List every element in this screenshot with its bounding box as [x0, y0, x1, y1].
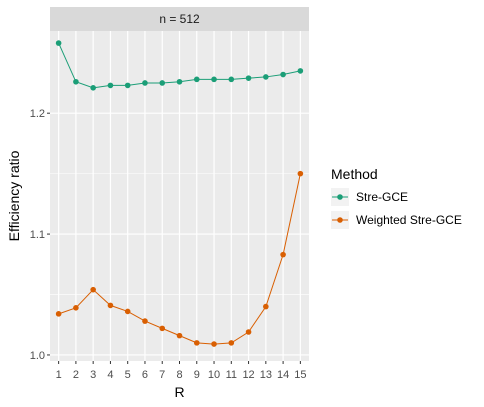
data-point-stre-gce [176, 78, 183, 85]
data-point-weighted-stre-gce [280, 251, 286, 258]
data-point-stre-gce [159, 80, 166, 86]
data-point-stre-gce [280, 71, 286, 78]
legend-label-stre-gce: Stre-GCE [356, 190, 408, 204]
y-tick-label: 1.2 [30, 108, 45, 120]
legend-title: Method [331, 166, 378, 182]
legend-key-point-weighted-stre-gce [337, 217, 343, 223]
y-tick-label: 1.0 [30, 350, 45, 362]
data-point-weighted-stre-gce [297, 170, 304, 177]
x-tick-label: 2 [73, 369, 79, 381]
x-tick-label: 12 [242, 369, 254, 381]
x-tick-label: 5 [125, 369, 131, 381]
data-point-stre-gce [263, 74, 269, 80]
data-point-weighted-stre-gce [193, 340, 200, 346]
data-point-stre-gce [124, 82, 131, 89]
x-tick-label: 9 [194, 369, 200, 381]
y-axis-title: Efficiency ratio [6, 150, 22, 241]
legend: Method Stre-GCE Weighted Stre-GCE [331, 166, 462, 229]
data-point-stre-gce [297, 68, 304, 74]
data-point-weighted-stre-gce [159, 325, 166, 332]
data-point-weighted-stre-gce [228, 340, 235, 346]
data-point-weighted-stre-gce [55, 311, 62, 317]
x-axis: 1 2 3 4 5 6 7 8 9 10 11 12 13 14 15 [56, 361, 306, 381]
x-tick-label: 13 [260, 369, 272, 381]
x-tick-label: 8 [176, 369, 182, 381]
gridlines [50, 31, 309, 361]
data-point-weighted-stre-gce [124, 308, 131, 315]
y-axis: 1.0 1.1 1.2 [30, 108, 50, 362]
x-tick-label: 3 [90, 369, 96, 381]
x-tick-label: 7 [159, 369, 165, 381]
data-point-stre-gce [55, 40, 62, 46]
data-point-weighted-stre-gce [90, 286, 96, 293]
x-tick-label: 4 [107, 369, 113, 381]
x-tick-label: 1 [56, 369, 62, 381]
data-point-stre-gce [142, 80, 148, 86]
data-point-weighted-stre-gce [211, 341, 217, 347]
facet-strip-label: n = 512 [159, 12, 200, 26]
data-point-stre-gce [245, 75, 252, 81]
data-point-weighted-stre-gce [176, 332, 183, 339]
x-axis-title: R [174, 384, 184, 400]
data-point-weighted-stre-gce [245, 329, 252, 335]
data-point-stre-gce [90, 85, 96, 91]
series-group [55, 40, 304, 347]
facet-strip [50, 7, 309, 31]
data-point-stre-gce [211, 76, 217, 83]
y-tick-label: 1.1 [30, 229, 45, 241]
data-point-weighted-stre-gce [73, 305, 79, 311]
data-point-stre-gce [193, 76, 200, 83]
x-tick-label: 14 [277, 369, 289, 381]
legend-label-weighted-stre-gce: Weighted Stre-GCE [356, 213, 462, 227]
data-point-stre-gce [228, 76, 235, 83]
data-point-stre-gce [107, 82, 114, 89]
x-tick-label: 11 [226, 369, 237, 381]
x-tick-label: 15 [294, 369, 306, 381]
x-tick-label: 6 [142, 369, 148, 381]
x-tick-label: 10 [208, 369, 220, 381]
legend-key-point-stre-gce [337, 194, 343, 200]
data-point-stre-gce [73, 78, 79, 85]
data-point-weighted-stre-gce [107, 302, 114, 309]
data-point-weighted-stre-gce [263, 303, 269, 310]
data-point-weighted-stre-gce [142, 318, 148, 324]
